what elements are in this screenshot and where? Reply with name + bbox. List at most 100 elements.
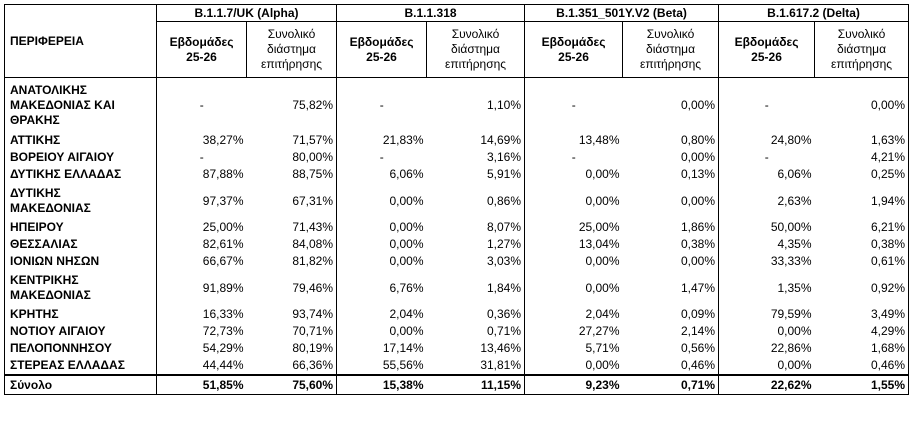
value-cell: 71,57%: [292, 133, 334, 147]
region-cell: ΙΟΝΙΩΝ ΝΗΣΩΝ: [4, 253, 157, 270]
table-row: ΔΥΤΙΚΗΣ ΕΛΛΑΔΑΣ 87,88% 88,75% 6,06% 5,91% 0,0…: [4, 166, 910, 183]
region-name-line: ΘΡΑΚΗΣ: [10, 112, 60, 127]
region-cell: ΗΠΕΙΡΟΥ: [4, 219, 157, 236]
table-row: ΙΟΝΙΩΝ ΝΗΣΩΝ 66,67% 81,82% 0,00% 3,03% 0,00% 0…: [4, 253, 910, 270]
value-cell: 0,25%: [814, 166, 910, 183]
value-cell: 0,00%: [524, 270, 623, 306]
value-cell: -: [336, 149, 427, 166]
total-value-cell: 22,62%: [718, 374, 815, 395]
value-cell: 0,46%: [681, 358, 716, 372]
region-name-line: ΚΡΗΤΗΣ: [10, 307, 59, 321]
region-name-line: ΒΟΡΕΙΟΥ ΑΙΓΑΙΟΥ: [10, 150, 115, 164]
value-cell: 0,46%: [814, 357, 910, 375]
value-cell: 38,27%: [156, 132, 247, 149]
table-row: ΝΟΤΙΟΥ ΑΙΓΑΙΟΥ 72,73% 70,71% 0,00% 0,71% 27,2…: [4, 323, 910, 340]
region-name-line: ΔΥΤΙΚΗΣ ΕΛΛΑΔΑΣ: [10, 167, 122, 181]
region-name-line: ΣΤΕΡΕΑΣ ΕΛΛΑΔΑΣ: [10, 358, 125, 372]
value-cell: 75,82%: [292, 97, 334, 112]
region-cell: ΝΟΤΙΟΥ ΑΙΓΑΙΟΥ: [4, 323, 157, 340]
value-cell: 5,91%: [487, 167, 522, 181]
sub-header-total: Συνολικό διάστημα επιτήρησης: [426, 21, 526, 78]
value-cell: -: [718, 77, 815, 132]
total-value-cell: 11,15%: [426, 374, 525, 395]
value-cell: 50,00%: [718, 219, 815, 236]
value-cell: 0,00%: [524, 357, 623, 375]
variant-header-delta: B.1.617.2 (Delta): [718, 4, 910, 22]
value-cell: 93,74%: [292, 307, 334, 321]
value-cell: 67,31%: [292, 193, 334, 208]
table-row: ΚΕΝΤΡΙΚΗΣ ΜΑΚΕΔΟΝΙΑΣ 91,89% 79,46% 6,76% 1,84…: [4, 270, 910, 306]
variant-header-alpha: B.1.1.7/UK (Alpha): [155, 4, 338, 22]
total-value-cell: 15,38%: [336, 374, 427, 395]
value-cell: 13,04%: [524, 236, 623, 253]
total-label: Σύνολο: [4, 374, 157, 395]
value-cell: 0,80%: [681, 133, 716, 147]
total-value-cell: 9,23%: [524, 374, 623, 395]
value-cell: 97,37%: [156, 183, 247, 219]
region-name-line: ΗΠΕΙΡΟΥ: [10, 220, 64, 234]
region-cell: ΑΝΑΤΟΛΙΚΗΣ ΜΑΚΕΔΟΝΙΑΣ ΚΑΙ ΘΡΑΚΗΣ: [4, 77, 157, 132]
table-row: ΗΠΕΙΡΟΥ 25,00% 71,43% 0,00% 8,07% 25,00% 1,86%…: [4, 219, 910, 236]
value-cell: 0,00%: [718, 323, 815, 340]
value-cell: 3,16%: [487, 150, 522, 164]
value-cell: 0,13%: [681, 167, 716, 181]
value-cell: 0,38%: [814, 236, 910, 253]
value-cell: 70,71%: [292, 324, 334, 338]
value-cell: 0,00%: [524, 166, 623, 183]
variants-table-container: ΠΕΡΙΦΕΡΕΙΑ B.1.1.7/UK (Alpha) B.1.1.318 …: [4, 4, 910, 395]
value-cell: 72,73%: [156, 323, 247, 340]
total-value-cell: 1,55%: [814, 374, 910, 395]
value-cell: 0,71%: [487, 324, 522, 338]
value-cell: -: [524, 77, 623, 132]
total-row: Σύνολο 51,85% 75,60% 15,38% 11,15% 9,23% 0,71%…: [4, 374, 910, 395]
value-cell: 55,56%: [336, 357, 427, 375]
table-body: ΑΝΑΤΟΛΙΚΗΣ ΜΑΚΕΔΟΝΙΑΣ ΚΑΙ ΘΡΑΚΗΣ -75,82% -1,…: [4, 77, 910, 395]
value-cell: 0,00%: [524, 183, 623, 219]
region-name-line: ΔΥΤΙΚΗΣ: [10, 186, 61, 200]
value-cell: 6,06%: [336, 166, 427, 183]
value-cell: -: [524, 149, 623, 166]
region-cell: ΑΤΤΙΚΗΣ: [4, 132, 157, 149]
value-cell: 1,68%: [814, 340, 910, 357]
value-cell: 13,46%: [480, 341, 522, 355]
region-name-line: ΜΑΚΕΔΟΝΙΑΣ ΚΑΙ: [10, 97, 115, 112]
value-cell: 0,00%: [524, 253, 623, 270]
value-cell: 0,92%: [814, 270, 910, 306]
value-cell: 4,35%: [718, 236, 815, 253]
value-cell: 1,63%: [814, 132, 910, 149]
value-cell: 2,63%: [718, 183, 815, 219]
region-cell: ΘΕΣΣΑΛΙΑΣ: [4, 236, 157, 253]
value-cell: 4,21%: [814, 149, 910, 166]
value-cell: 25,00%: [524, 219, 623, 236]
value-cell: 79,46%: [292, 280, 334, 295]
sub-header-row: Εβδομάδες 25-26 Συνολικό διάστημα επιτήρηση…: [5, 21, 910, 78]
table-row: ΑΝΑΤΟΛΙΚΗΣ ΜΑΚΕΔΟΝΙΑΣ ΚΑΙ ΘΡΑΚΗΣ -75,82% -1,…: [4, 77, 910, 132]
value-cell: 66,67%: [156, 253, 247, 270]
table-row: ΒΟΡΕΙΟΥ ΑΙΓΑΙΟΥ -80,00% -3,16% -0,00% -4,21%: [4, 149, 910, 166]
value-cell: 0,00%: [681, 254, 716, 268]
value-cell: 0,00%: [681, 97, 716, 112]
value-cell: 0,00%: [718, 357, 815, 375]
value-cell: 1,35%: [718, 270, 815, 306]
region-cell: ΚΡΗΤΗΣ: [4, 306, 157, 323]
value-cell: 31,81%: [480, 358, 522, 372]
value-cell: 0,61%: [814, 253, 910, 270]
value-cell: -: [156, 149, 247, 166]
region-name-line: ΑΝΑΤΟΛΙΚΗΣ: [10, 82, 87, 97]
value-cell: 88,75%: [292, 167, 334, 181]
value-cell: 1,47%: [681, 280, 716, 295]
table-row: ΠΕΛΟΠΟΝΝΗΣΟΥ 54,29% 80,19% 17,14% 13,46% 5,71…: [4, 340, 910, 357]
region-name-line: ΘΕΣΣΑΛΙΑΣ: [10, 237, 78, 251]
total-value-cell: 0,71%: [622, 374, 719, 395]
value-cell: 0,09%: [681, 307, 716, 321]
region-name-line: ΚΕΝΤΡΙΚΗΣ: [10, 273, 79, 287]
value-cell: 82,61%: [156, 236, 247, 253]
value-cell: 2,14%: [681, 324, 716, 338]
value-cell: 1,27%: [487, 237, 522, 251]
value-cell: 1,10%: [487, 97, 522, 112]
value-cell: 24,80%: [718, 132, 815, 149]
value-cell: 81,82%: [292, 254, 334, 268]
value-cell: 17,14%: [336, 340, 427, 357]
value-cell: 2,04%: [336, 306, 427, 323]
region-header: ΠΕΡΙΦΕΡΕΙΑ: [4, 4, 157, 78]
